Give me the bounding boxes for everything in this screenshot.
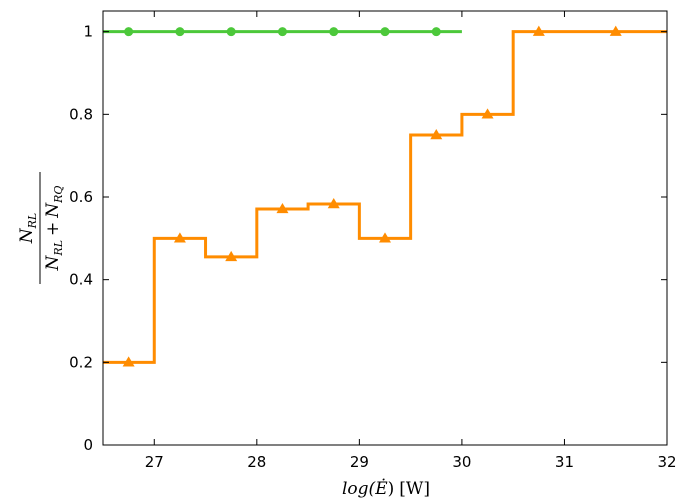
series-1 <box>103 25 667 367</box>
ticks-layer: 27 28 29 30 31 32 0 0.2 0.4 0.6 0.8 1 <box>69 11 677 471</box>
data-point-triangle <box>379 232 391 243</box>
x-axis-label-unit: [W] <box>399 479 430 499</box>
y-axis-label-denominator: NRL+NRQ <box>43 186 65 272</box>
x-tick-label: 28 <box>247 453 266 471</box>
data-point-triangle <box>609 25 622 36</box>
y-axis-label: NRL NRL+NRQ <box>17 172 65 284</box>
data-point-triangle <box>481 108 494 119</box>
y-tick-label: 0.8 <box>69 105 93 123</box>
data-point-triangle <box>532 25 545 36</box>
data-point-triangle <box>225 250 238 262</box>
x-axis-label-log: log( <box>342 479 376 499</box>
data-point-circle <box>380 27 390 37</box>
series-0 <box>103 27 462 37</box>
data-point-circle <box>277 27 287 37</box>
y-num-sub: RL <box>26 213 39 230</box>
y-den-n2: N <box>43 202 63 219</box>
y-tick-label: 0 <box>83 436 93 454</box>
x-tick-label: 31 <box>555 453 574 471</box>
x-tick-label: 30 <box>452 453 471 471</box>
x-tick-label: 29 <box>350 453 369 471</box>
y-axis-label-numerator: NRL <box>17 213 39 244</box>
series-step-line <box>103 30 667 364</box>
x-tick-label: 32 <box>657 453 676 471</box>
x-axis-label-close: ) <box>388 479 395 499</box>
y-tick-label: 0.6 <box>69 188 93 206</box>
y-den-plus: + <box>43 222 63 236</box>
data-point-triangle <box>276 202 289 214</box>
x-tick-label: 27 <box>145 453 164 471</box>
y-tick-label: 1 <box>83 23 93 41</box>
plot-frame <box>102 10 668 446</box>
y-num-n: N <box>17 227 37 244</box>
series-layer <box>103 25 667 367</box>
x-axis-label: log(Ė) [W] <box>342 478 430 499</box>
data-point-circle <box>175 27 185 37</box>
data-point-circle <box>226 27 236 37</box>
data-point-triangle <box>430 129 443 140</box>
data-point-triangle <box>173 232 186 243</box>
data-point-triangle <box>122 356 135 367</box>
data-point-circle <box>124 27 134 37</box>
y-den-sub1: RL <box>52 240 65 257</box>
y-tick-label: 0.4 <box>69 271 93 289</box>
data-point-circle <box>329 27 339 37</box>
y-den-n1: N <box>43 254 63 271</box>
data-point-circle <box>431 27 441 37</box>
x-axis-label-var: Ė <box>374 478 388 499</box>
y-tick-label: 0.2 <box>69 353 93 371</box>
y-den-sub2: RQ <box>52 186 65 204</box>
data-point-triangle <box>327 198 340 209</box>
